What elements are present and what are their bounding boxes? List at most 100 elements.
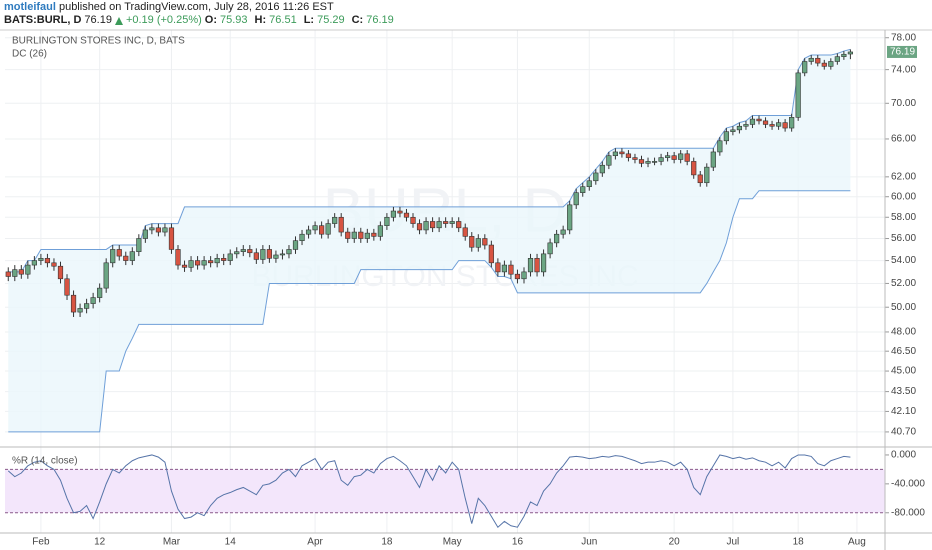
candle-body xyxy=(266,249,272,259)
candle-body xyxy=(651,161,658,163)
candle-body xyxy=(501,264,508,273)
candle-body xyxy=(462,227,468,237)
x-tick-label: 12 xyxy=(94,537,106,548)
channel-lower xyxy=(8,190,851,433)
candle-body xyxy=(18,269,24,275)
y-tick-label: 46.50 xyxy=(891,346,916,357)
candle-body xyxy=(44,258,51,264)
candle-body xyxy=(580,186,586,193)
y-tick-label: 78.00 xyxy=(891,32,916,43)
candle-body xyxy=(769,124,775,127)
candle-body xyxy=(521,271,527,280)
candle-body xyxy=(488,244,494,264)
candle-body xyxy=(312,225,318,231)
up-arrow xyxy=(114,16,123,25)
candle-body xyxy=(834,56,840,62)
x-tick-label: Jun xyxy=(581,537,597,548)
y-tick-label: 58.00 xyxy=(891,212,916,223)
candle-body xyxy=(38,258,44,261)
candle-body xyxy=(253,252,259,260)
candle-body xyxy=(671,155,677,160)
price-badge xyxy=(887,45,917,58)
y-tick-label: 62.00 xyxy=(891,171,916,182)
legend: %R (14, close) xyxy=(12,456,78,467)
ohlc-value: 75.29 xyxy=(317,14,345,26)
ohlc-value: 75.93 xyxy=(220,14,248,26)
candle-body xyxy=(194,260,201,266)
candle-body xyxy=(456,221,462,229)
candle-body xyxy=(802,61,808,74)
williams-line xyxy=(7,454,851,528)
candle-body xyxy=(749,118,756,125)
y-tick-label: 45.00 xyxy=(891,366,916,377)
candle-body xyxy=(527,258,534,273)
candle-body xyxy=(84,303,90,309)
candle-body xyxy=(632,157,638,160)
candle-body xyxy=(221,258,227,261)
x-tick-label: Apr xyxy=(307,537,323,548)
candle-body xyxy=(815,57,821,64)
author[interactable]: motleifaul xyxy=(4,1,56,13)
y-tick-label: 0.000 xyxy=(891,450,916,461)
candle-body xyxy=(149,227,155,231)
candle-body xyxy=(847,51,854,55)
candle-body xyxy=(227,253,233,261)
candle-body xyxy=(64,278,70,296)
symbol: BATS:BURL, D xyxy=(4,14,82,26)
candle-body xyxy=(25,264,31,275)
candle-body xyxy=(743,124,749,127)
publish-line: motleifaul published on TradingView.com,… xyxy=(4,1,398,14)
quote-line: BATS:BURL, D 76.19 +0.19 (+0.25%) O: 75.9… xyxy=(4,14,398,27)
x-tick-label: 20 xyxy=(669,537,681,548)
candle-body xyxy=(338,216,344,233)
candle-body xyxy=(351,231,357,239)
candle-body xyxy=(612,151,618,157)
ohlc-value: 76.19 xyxy=(366,14,394,26)
candle-body xyxy=(168,227,175,250)
published: published on TradingView.com, July 28, 2… xyxy=(58,1,334,13)
candle-body xyxy=(390,210,397,218)
candle-body xyxy=(201,260,207,266)
candle-body xyxy=(142,229,148,239)
candle-body xyxy=(429,221,436,229)
candle-body xyxy=(775,122,782,127)
candle-body xyxy=(495,262,501,273)
channel-upper xyxy=(8,48,851,273)
candle-body xyxy=(240,249,246,252)
x-tick-label: Aug xyxy=(848,537,866,548)
candle-body xyxy=(123,255,129,261)
x-tick-label: 16 xyxy=(512,537,524,548)
level-band xyxy=(5,469,885,513)
candle-body xyxy=(279,253,286,256)
y-tick-label: -80.000 xyxy=(891,507,925,518)
candle-body xyxy=(31,260,37,266)
candle-body xyxy=(704,166,710,184)
candle-body xyxy=(273,254,279,259)
candle-body xyxy=(325,223,331,235)
candle-body xyxy=(658,157,664,162)
candle-body xyxy=(97,287,103,298)
candle-body xyxy=(57,265,64,280)
candle-body xyxy=(449,221,455,224)
candle-body xyxy=(756,118,762,122)
candle-body xyxy=(12,269,18,277)
candle-body xyxy=(638,159,645,164)
x-tick-label: May xyxy=(443,537,462,548)
candle-body xyxy=(175,249,181,266)
candle-body xyxy=(260,249,266,260)
candle-body xyxy=(619,151,625,155)
x-tick-label: 14 xyxy=(225,537,237,548)
candle-body xyxy=(162,227,168,233)
x-tick-label: Feb xyxy=(32,537,50,548)
candle-body xyxy=(214,258,220,264)
x-tick-label: Jul xyxy=(726,537,739,548)
candle-body xyxy=(665,155,671,158)
candle-body xyxy=(573,192,579,206)
candle-body xyxy=(782,122,788,129)
y-tick-label: 48.00 xyxy=(891,327,916,338)
candle-body xyxy=(136,238,142,252)
candle-body xyxy=(129,251,135,261)
candle-body xyxy=(841,53,847,57)
candle-body xyxy=(469,236,475,248)
